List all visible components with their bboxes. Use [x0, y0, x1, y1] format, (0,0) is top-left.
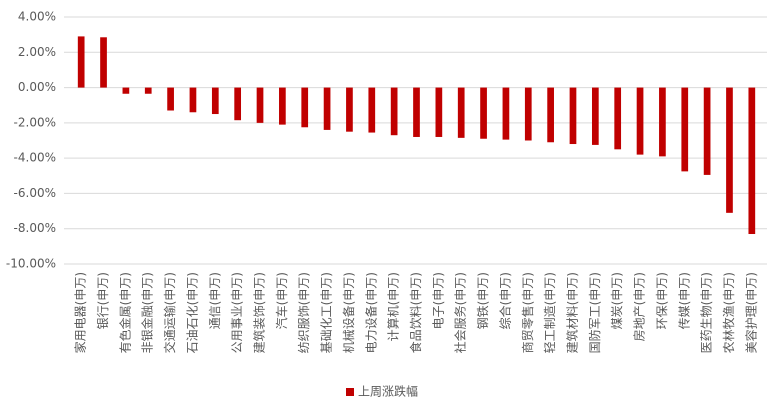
y-tick-label: -6.00% [14, 186, 56, 200]
x-tick-label: 医药生物(申万) [700, 272, 714, 353]
x-tick-label: 煤炭(申万) [610, 272, 624, 329]
x-tick-label: 建筑装饰(申万) [252, 272, 267, 353]
x-tick-label: 基础化工(申万) [320, 272, 334, 353]
bar [77, 36, 85, 88]
bar [167, 87, 174, 111]
x-tick-label: 石油石化(申万) [185, 272, 199, 353]
bar [681, 87, 689, 172]
bar [435, 87, 443, 137]
bar [524, 87, 532, 141]
bar [234, 87, 242, 121]
x-tick-label: 非银金融(申万) [140, 272, 155, 353]
bar [390, 87, 398, 136]
bar [346, 87, 353, 132]
y-tick-label: -10.00% [6, 257, 56, 271]
x-tick-label: 食品饮料(申万) [408, 272, 423, 353]
bar [301, 87, 309, 128]
bar [591, 87, 599, 145]
bar [279, 87, 286, 125]
bar [100, 37, 107, 88]
x-tick-label: 公用事业(申万) [230, 272, 244, 353]
x-tick-label: 计算机(申万) [386, 272, 401, 341]
x-tick-label: 传媒(申万) [676, 272, 691, 329]
bar [569, 87, 577, 145]
bar [413, 87, 420, 137]
bar [659, 87, 666, 157]
x-tick-label: 有色金属(申万) [117, 272, 132, 353]
x-tick-label: 房地产(申万) [632, 272, 647, 341]
bar [256, 87, 264, 123]
y-tick-label: 4.00% [18, 10, 56, 24]
bar [614, 87, 622, 150]
bar [211, 87, 219, 115]
x-tick-label: 建筑材料(申万) [564, 272, 579, 353]
y-tick-label: 0.00% [18, 80, 56, 94]
legend-swatch [346, 388, 354, 396]
y-tick-label: -4.00% [14, 151, 56, 165]
bar [748, 87, 756, 235]
x-tick-label: 通信(申万) [208, 272, 222, 329]
x-tick-label: 钢铁(申万) [476, 272, 490, 329]
x-tick-label: 商贸零售(申万) [520, 272, 535, 353]
y-tick-label: 2.00% [18, 45, 56, 59]
bar [502, 87, 510, 140]
x-tick-label: 美容护理(申万) [743, 272, 758, 353]
bar [122, 87, 130, 94]
x-tick-label: 汽车(申万) [274, 272, 289, 329]
bar [703, 87, 711, 175]
x-tick-label: 纺织服饰(申万) [297, 272, 311, 353]
y-tick-label: -8.00% [14, 221, 56, 235]
x-tick-label: 家用电器(申万) [73, 272, 88, 353]
x-tick-label: 国防军工(申万) [587, 272, 602, 353]
bar [189, 87, 197, 113]
bar [368, 87, 376, 133]
x-tick-label: 银行(申万) [96, 272, 110, 329]
bar [636, 87, 644, 155]
x-tick-label: 综合(申万) [497, 272, 512, 329]
bar [323, 87, 331, 130]
bar [480, 87, 487, 139]
x-tick-label: 电力设备(申万) [364, 272, 378, 353]
bar [144, 87, 152, 94]
x-tick-label: 环保(申万) [655, 272, 669, 329]
x-tick-label: 轻工制造(申万) [543, 272, 557, 353]
x-tick-label: 社会服务(申万) [453, 272, 468, 353]
bar [547, 87, 554, 143]
x-tick-label: 农林牧渔(申万) [722, 272, 736, 353]
legend-label: 上周涨跌幅 [358, 384, 418, 399]
x-tick-label: 机械设备(申万) [341, 272, 356, 353]
bar [726, 87, 733, 213]
x-tick-label: 电子(申万) [431, 272, 445, 329]
bar [457, 87, 465, 138]
x-tick-label: 交通运输(申万) [162, 272, 177, 353]
y-tick-label: -2.00% [14, 115, 56, 129]
